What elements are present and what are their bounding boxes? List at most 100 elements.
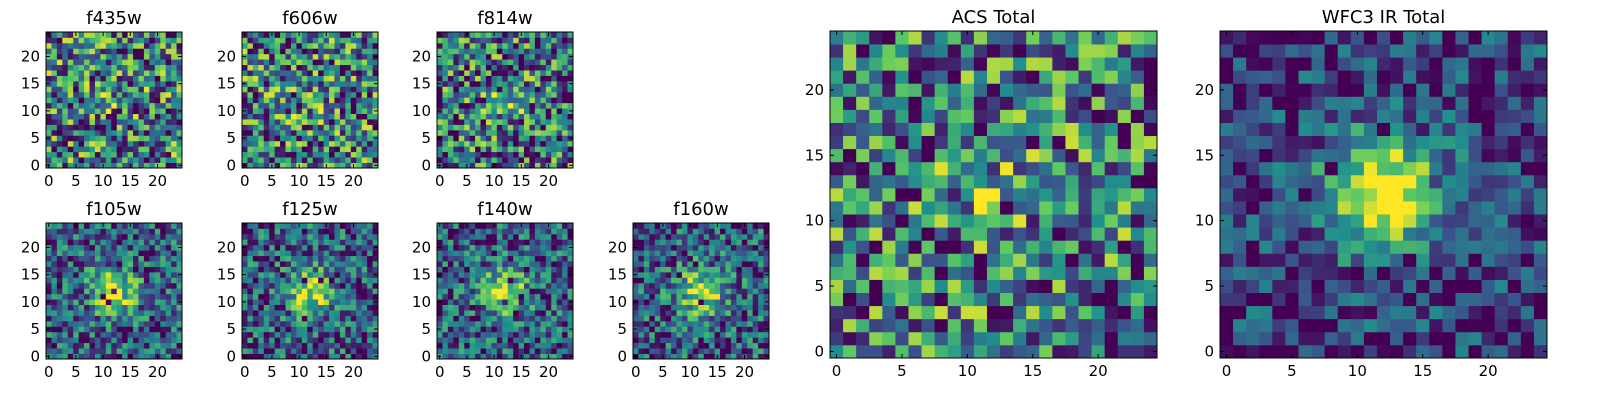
heatmap-cell bbox=[676, 277, 683, 284]
heatmap-cell bbox=[534, 348, 541, 354]
heatmap-cell bbox=[502, 315, 509, 322]
heatmap-cell bbox=[350, 271, 357, 278]
heatmap-cell bbox=[165, 42, 172, 49]
heatmap-cell bbox=[447, 277, 454, 284]
heatmap-cell bbox=[116, 86, 123, 93]
heatmap-cell bbox=[1091, 279, 1106, 293]
heatmap-cell bbox=[709, 282, 715, 289]
heatmap-cell bbox=[100, 288, 107, 295]
heatmap-cell bbox=[51, 146, 58, 153]
heatmap-cell bbox=[329, 53, 335, 60]
heatmap-cell bbox=[329, 119, 335, 125]
heatmap-cell bbox=[133, 102, 139, 109]
heatmap-cell bbox=[51, 135, 58, 142]
heatmap-cell bbox=[367, 157, 373, 163]
heatmap-cell bbox=[524, 97, 530, 104]
heatmap-cell bbox=[78, 250, 85, 257]
heatmap-cell bbox=[339, 271, 346, 278]
heatmap-cell bbox=[296, 228, 303, 235]
heatmap-cell bbox=[56, 146, 63, 153]
heatmap-cell bbox=[367, 282, 373, 289]
heatmap-cell bbox=[280, 277, 286, 284]
y-tick-label: 15 bbox=[608, 266, 627, 284]
heatmap-cell bbox=[1052, 227, 1066, 241]
heatmap-cell bbox=[437, 70, 443, 76]
heatmap-cell bbox=[105, 255, 112, 262]
heatmap-cell bbox=[111, 129, 118, 136]
heatmap-cell bbox=[252, 162, 259, 169]
heatmap-cell bbox=[692, 233, 699, 240]
heatmap-cell bbox=[84, 331, 90, 338]
heatmap-cell bbox=[442, 233, 449, 240]
heatmap-cell bbox=[947, 201, 962, 215]
heatmap-cell bbox=[908, 240, 922, 254]
heatmap-cell bbox=[869, 148, 883, 163]
heatmap-cell bbox=[763, 233, 770, 240]
heatmap-cell bbox=[62, 129, 69, 136]
heatmap-cell bbox=[367, 146, 373, 153]
heatmap-cell bbox=[280, 266, 286, 273]
heatmap-cell bbox=[165, 282, 172, 289]
heatmap-cell bbox=[464, 157, 471, 163]
heatmap-cell bbox=[127, 342, 134, 349]
heatmap-cell bbox=[480, 80, 487, 87]
heatmap-cell bbox=[692, 250, 699, 257]
heatmap-cell bbox=[56, 337, 63, 344]
heatmap-cell bbox=[111, 288, 118, 295]
heatmap-cell bbox=[513, 266, 519, 273]
heatmap-cell bbox=[356, 310, 363, 316]
heatmap-cell bbox=[339, 250, 346, 257]
heatmap-cell bbox=[252, 304, 259, 311]
heatmap-cell bbox=[290, 91, 297, 98]
heatmap-cell bbox=[671, 326, 677, 333]
heatmap-cell bbox=[296, 304, 303, 311]
heatmap-cell bbox=[464, 320, 471, 327]
heatmap-cell bbox=[524, 271, 530, 278]
heatmap-cell bbox=[633, 255, 639, 262]
heatmap-cell bbox=[551, 59, 558, 66]
heatmap-cell bbox=[323, 37, 330, 44]
heatmap-cell bbox=[671, 315, 677, 322]
heatmap-cell bbox=[258, 271, 265, 278]
heatmap-cell bbox=[138, 348, 145, 354]
heatmap-cell bbox=[736, 244, 743, 251]
heatmap-cell bbox=[692, 326, 699, 333]
heatmap-cell bbox=[143, 70, 150, 76]
heatmap-cell bbox=[1117, 227, 1132, 241]
heatmap-cell bbox=[127, 53, 134, 60]
heatmap-cell bbox=[122, 129, 128, 136]
heatmap-cell bbox=[741, 320, 748, 327]
heatmap-cell bbox=[274, 64, 281, 71]
heatmap-cell bbox=[160, 80, 167, 87]
heatmap-cell bbox=[143, 320, 150, 327]
heatmap-cell bbox=[518, 86, 525, 93]
heatmap-cell bbox=[502, 310, 509, 316]
heatmap-cell bbox=[491, 271, 498, 278]
heatmap-cell bbox=[1039, 292, 1053, 307]
heatmap-cell bbox=[62, 233, 69, 240]
heatmap-cell bbox=[1078, 279, 1092, 293]
heatmap-cell bbox=[263, 315, 270, 322]
heatmap-cell bbox=[649, 326, 656, 333]
heatmap-cell bbox=[339, 140, 346, 147]
heatmap-cell bbox=[111, 233, 118, 240]
heatmap-cell bbox=[947, 161, 962, 176]
heatmap-cell bbox=[46, 113, 52, 120]
heatmap-cell bbox=[730, 266, 737, 273]
heatmap-cell bbox=[534, 162, 541, 169]
heatmap-cell bbox=[242, 255, 248, 262]
heatmap-cell bbox=[116, 129, 123, 136]
heatmap-cell bbox=[524, 288, 530, 295]
heatmap-cell bbox=[556, 59, 563, 66]
heatmap-cell bbox=[442, 299, 449, 305]
heatmap-cell bbox=[165, 119, 172, 125]
heatmap-cell bbox=[882, 227, 896, 241]
heatmap-cell bbox=[551, 326, 558, 333]
heatmap-cell bbox=[633, 348, 639, 354]
heatmap-cell bbox=[502, 293, 509, 300]
heatmap-cell bbox=[518, 250, 525, 257]
heatmap-cell bbox=[84, 233, 90, 240]
heatmap-cell bbox=[524, 53, 530, 60]
heatmap-cell bbox=[143, 244, 150, 251]
heatmap-cell bbox=[78, 342, 85, 349]
